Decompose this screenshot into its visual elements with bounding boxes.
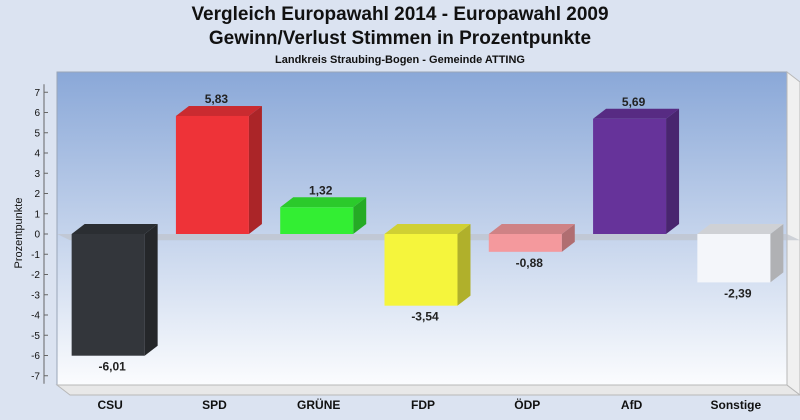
data-label: -6,01: [98, 360, 126, 374]
y-axis-label: Prozentpunkte: [13, 198, 25, 269]
category-label: Sonstige: [711, 398, 762, 412]
y-tick-label: -5: [31, 331, 40, 342]
category-label: CSU: [97, 398, 122, 412]
data-label: 1,32: [309, 183, 333, 197]
y-tick-label: -1: [31, 250, 40, 261]
bar-fdp: [384, 224, 471, 306]
category-label: AfD: [621, 398, 643, 412]
y-tick-label: 3: [34, 169, 40, 180]
y-tick-label: 5: [34, 128, 40, 139]
y-tick-label: -7: [31, 371, 40, 382]
data-label: -0,88: [516, 256, 544, 270]
data-label: 5,69: [622, 95, 646, 109]
y-tick-label: 2: [34, 189, 40, 200]
y-tick-label: -2: [31, 270, 40, 281]
bar-sonstige: [697, 224, 784, 283]
bar-spd: [175, 105, 262, 234]
data-labels: -6,01 5,83 1,32 -3,54 -0,88 5,69 -2,39: [98, 92, 751, 374]
y-tick-label: -6: [31, 351, 40, 362]
data-label: 5,83: [205, 92, 229, 106]
bar-afd: [593, 108, 680, 234]
y-tick-label: 1: [34, 209, 40, 220]
chart-location-subtitle: Landkreis Straubing-Bogen - Gemeinde ATT…: [275, 54, 525, 66]
bar-csu: [71, 224, 158, 356]
y-tick-label: -4: [31, 311, 40, 322]
y-tick-label: 4: [34, 149, 40, 160]
data-label: -2,39: [724, 286, 752, 300]
category-label: SPD: [202, 398, 227, 412]
y-tick-label: 6: [34, 108, 40, 119]
category-labels: CSU SPD GRÜNE FDP ÖDP AfD Sonstige: [97, 397, 761, 412]
bar-grüne: [280, 197, 367, 234]
bars: [71, 105, 784, 356]
category-label: GRÜNE: [297, 397, 340, 412]
chart-subtitle: Gewinn/Verlust Stimmen in Prozentpunkte: [208, 28, 592, 49]
chart-title: Vergleich Europawahl 2014 - Europawahl 2…: [191, 4, 609, 25]
y-axis: 7 6 5 4 3 2 1 0 -1 -2 -3 -4 -5 -6 -7: [31, 84, 48, 384]
bar-ödp: [488, 224, 575, 252]
y-tick-label: -3: [31, 290, 40, 301]
category-label: ÖDP: [514, 397, 540, 412]
category-label: FDP: [411, 398, 435, 412]
y-tick-label: 7: [34, 88, 40, 99]
y-tick-label: 0: [34, 230, 40, 241]
data-label: -3,54: [411, 310, 439, 324]
